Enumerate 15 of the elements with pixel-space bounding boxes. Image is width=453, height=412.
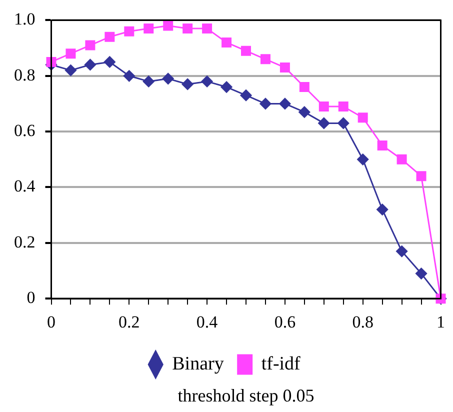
- legend-label: Binary: [172, 353, 224, 374]
- y-tick-label: 0.4: [14, 176, 36, 196]
- x-tick-label: 0.6: [274, 312, 296, 332]
- y-tick-label: 0.8: [14, 65, 36, 84]
- y-tick-label: 0.2: [14, 232, 36, 252]
- y-tick-label: 0.6: [14, 121, 36, 140]
- x-tick-label: 1: [436, 312, 445, 332]
- y-tick-label: 0: [26, 288, 36, 308]
- x-tick-label: 0.2: [118, 312, 140, 332]
- legend-label: tf-idf: [261, 353, 302, 374]
- y-tick-label: 1.0: [14, 10, 36, 29]
- x-tick-label: 0.8: [352, 312, 374, 332]
- text: threshold step 0.05: [178, 386, 314, 406]
- x-tick-label: 0: [47, 312, 56, 332]
- x-tick-label: 0.4: [196, 312, 218, 332]
